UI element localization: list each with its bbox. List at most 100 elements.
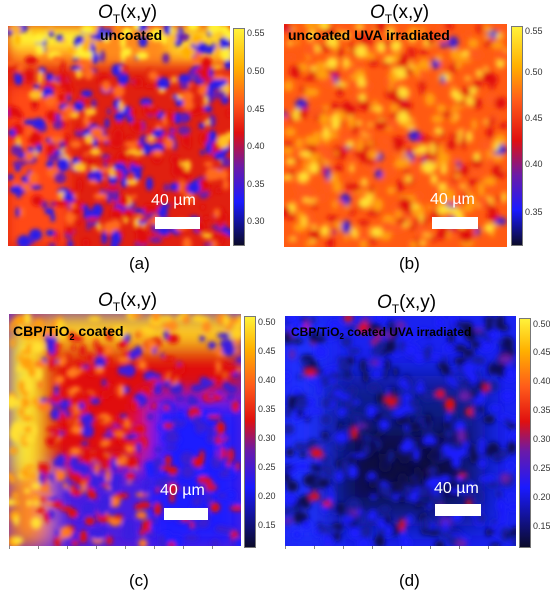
panel-c-title: OT(x,y) <box>98 290 158 314</box>
texture-blob <box>444 428 453 440</box>
texture-blob <box>285 494 298 506</box>
texture-blob <box>167 482 179 494</box>
texture-blob <box>21 468 30 479</box>
texture-blob <box>284 141 293 148</box>
texture-blob <box>71 540 79 546</box>
texture-blob <box>199 376 209 384</box>
texture-blob <box>333 164 344 172</box>
texture-blob <box>507 421 516 430</box>
texture-blob <box>394 158 407 169</box>
texture-blob <box>312 337 327 342</box>
texture-blob <box>86 365 97 378</box>
texture-blob <box>117 341 126 350</box>
texture-blob <box>26 357 33 371</box>
texture-blob <box>46 496 59 502</box>
texture-blob <box>79 344 86 358</box>
texture-blob <box>148 378 160 384</box>
texture-blob <box>443 343 457 352</box>
texture-blob <box>222 213 228 223</box>
texture-blob <box>284 205 291 218</box>
texture-blob <box>18 380 25 393</box>
texture-blob <box>171 75 177 84</box>
texture-blob <box>330 364 337 374</box>
texture-blob <box>331 522 345 530</box>
texture-blob <box>125 444 135 454</box>
texture-blob <box>152 149 163 157</box>
texture-blob <box>309 441 322 446</box>
texture-blob <box>205 167 217 182</box>
texture-blob <box>385 528 390 538</box>
texture-blob <box>114 492 129 499</box>
texture-blob <box>165 110 175 123</box>
texture-blob <box>453 344 467 352</box>
texture-blob <box>311 398 316 405</box>
panel-a-scale-bar <box>155 217 200 229</box>
texture-blob <box>433 161 443 168</box>
panel-c-colorbar <box>244 316 256 548</box>
texture-blob <box>49 109 56 124</box>
texture-blob <box>125 456 138 469</box>
texture-blob <box>487 211 499 222</box>
texture-blob <box>44 95 57 107</box>
texture-blob <box>74 129 85 138</box>
texture-blob <box>498 24 507 33</box>
texture-blob <box>358 93 367 102</box>
texture-blob <box>364 39 376 45</box>
texture-blob <box>284 127 296 137</box>
texture-blob <box>303 159 308 173</box>
texture-blob <box>402 385 412 391</box>
texture-blob <box>211 410 219 416</box>
texture-blob <box>122 528 136 541</box>
texture-blob <box>440 529 452 538</box>
texture-blob <box>147 135 155 142</box>
texture-blob <box>202 320 211 333</box>
texture-blob <box>409 120 418 126</box>
texture-blob <box>378 419 390 431</box>
texture-blob <box>444 397 456 412</box>
texture-blob <box>442 420 451 429</box>
texture-blob <box>206 432 214 444</box>
panel-a-map-svg: uncoated <box>8 26 230 246</box>
texture-blob <box>349 413 364 420</box>
panel-d-colorbar <box>519 318 531 548</box>
texture-blob <box>369 359 379 366</box>
texture-blob <box>120 48 126 62</box>
texture-blob <box>374 169 383 179</box>
texture-blob <box>472 179 480 184</box>
texture-blob <box>498 516 506 525</box>
texture-blob <box>55 529 61 538</box>
texture-blob <box>440 74 445 85</box>
texture-blob <box>469 451 479 464</box>
texture-blob <box>413 470 424 480</box>
texture-blob <box>505 533 514 538</box>
texture-blob <box>427 203 432 211</box>
texture-blob <box>227 394 235 401</box>
texture-blob <box>458 391 471 402</box>
texture-blob <box>410 241 418 247</box>
texture-blob <box>72 57 79 62</box>
texture-blob <box>209 67 214 79</box>
texture-blob <box>76 125 82 132</box>
texture-blob <box>50 407 61 421</box>
texture-blob <box>464 228 474 236</box>
texture-blob <box>9 498 16 506</box>
texture-blob <box>161 35 168 45</box>
texture-blob <box>146 339 157 349</box>
texture-blob <box>417 380 424 387</box>
texture-blob <box>197 518 210 529</box>
texture-blob <box>359 240 368 247</box>
texture-blob <box>507 493 516 499</box>
texture-blob <box>424 413 432 427</box>
texture-blob <box>340 132 354 144</box>
texture-blob <box>70 416 76 428</box>
texture-blob <box>295 396 309 410</box>
texture-blob <box>31 195 43 207</box>
texture-blob <box>323 75 335 88</box>
texture-blob <box>289 65 301 79</box>
texture-blob <box>88 472 98 477</box>
texture-blob <box>218 233 229 239</box>
texture-blob <box>463 191 469 206</box>
texture-blob <box>388 449 394 463</box>
texture-blob <box>497 316 505 326</box>
texture-blob <box>379 505 391 513</box>
